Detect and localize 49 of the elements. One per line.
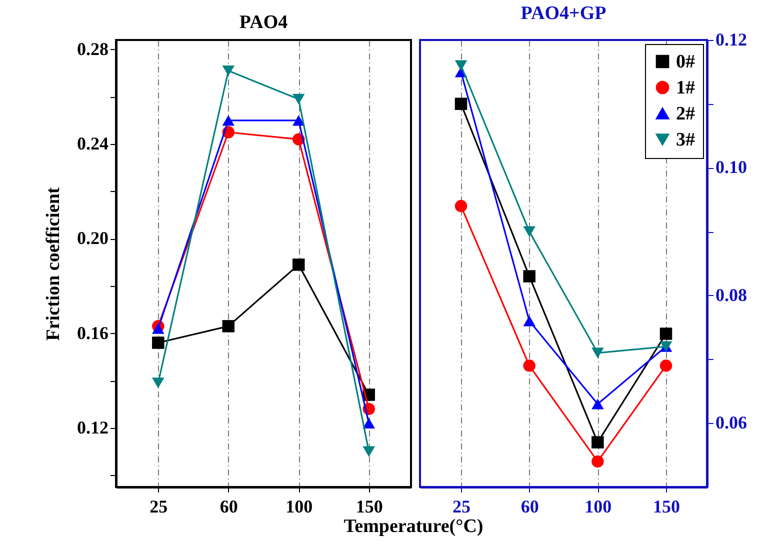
point xyxy=(592,348,604,358)
point xyxy=(152,336,164,349)
y-tick-label: 0.28 xyxy=(77,38,108,59)
point xyxy=(592,455,604,468)
x-axis-title: Temperature(°C) xyxy=(344,516,484,538)
y-tick-label: 0.12 xyxy=(77,417,108,438)
x-tick-label: 25 xyxy=(452,496,470,516)
y2-tick-label: 0.08 xyxy=(716,284,747,305)
y-tick-label: 0.24 xyxy=(77,134,108,154)
y-tick-label: 0.16 xyxy=(77,322,108,343)
legend-label: 0# xyxy=(676,52,696,72)
point xyxy=(523,316,536,326)
y2-tick-label: 0.10 xyxy=(716,157,747,178)
legend-label: 2# xyxy=(676,104,696,124)
point xyxy=(362,418,375,428)
point xyxy=(523,226,536,237)
point xyxy=(292,115,305,126)
point xyxy=(660,328,672,340)
point xyxy=(222,115,235,126)
x-tick-label: 60 xyxy=(220,496,238,516)
y-tick-label: 0.20 xyxy=(77,228,108,248)
chart-title: PAO4+GP xyxy=(520,3,607,24)
point xyxy=(152,323,164,334)
x-tick-label: 150 xyxy=(356,496,383,516)
x-tick-label: 100 xyxy=(286,496,313,516)
point xyxy=(592,398,604,410)
point xyxy=(292,258,305,271)
x-tick-label: 100 xyxy=(584,496,612,516)
point xyxy=(222,65,235,76)
x-tick-label: 150 xyxy=(653,496,680,516)
legend-label: 1# xyxy=(676,78,696,98)
y2-tick-label: 0.06 xyxy=(716,412,747,433)
point xyxy=(454,200,468,212)
point xyxy=(523,270,536,282)
x-tick-label: 25 xyxy=(150,496,168,516)
point xyxy=(222,320,235,332)
y2-tick-label: 0.12 xyxy=(716,30,747,50)
chart-title: PAO4 xyxy=(239,12,288,33)
y-axis-title: Friction coefficient xyxy=(43,186,64,341)
point xyxy=(454,98,468,110)
point xyxy=(660,360,672,372)
point xyxy=(523,360,536,372)
point xyxy=(592,436,604,448)
point xyxy=(152,378,164,388)
point xyxy=(362,446,375,457)
point xyxy=(292,94,305,104)
legend-label: 3# xyxy=(676,130,696,150)
x-tick-label: 60 xyxy=(520,496,539,516)
point xyxy=(454,60,468,71)
